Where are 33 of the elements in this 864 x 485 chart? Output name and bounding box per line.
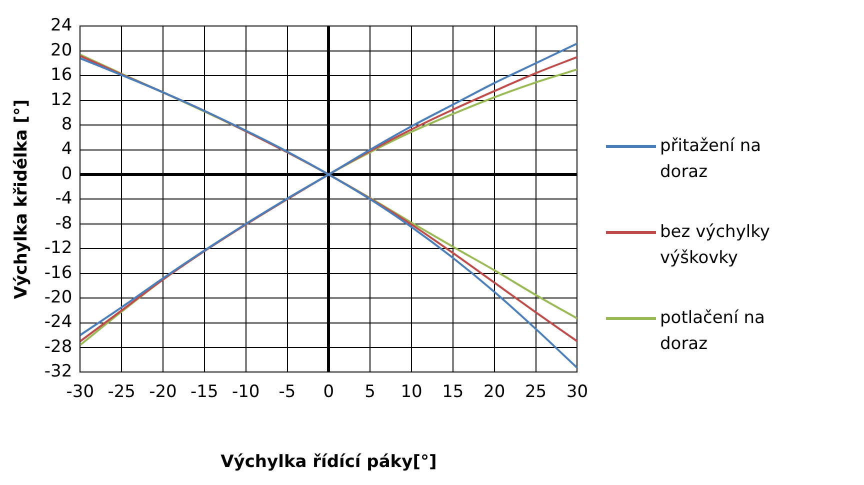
legend-label: přitažení na doraz — [660, 135, 762, 184]
x-axis-title: Výchylka řídící páky[°] — [220, 452, 437, 472]
y-tick-label: 0 — [61, 164, 72, 184]
y-tick-label: 12 — [50, 90, 72, 110]
x-tick-label: 20 — [484, 382, 506, 402]
x-tick-label: -20 — [149, 382, 177, 402]
y-tick-label: -24 — [44, 312, 72, 332]
y-tick-label: -8 — [55, 213, 72, 234]
y-tick-label: 8 — [61, 114, 72, 134]
x-tick-label: 30 — [566, 382, 588, 402]
y-tick-label: -28 — [44, 336, 72, 357]
y-tick-label: -16 — [44, 262, 72, 283]
x-tick-label: -10 — [232, 382, 260, 402]
y-tick-label: -20 — [44, 287, 72, 308]
x-tick-label: 0 — [323, 382, 334, 402]
y-tick-label: 20 — [50, 40, 72, 60]
y-axis-title: Výchylka křidélka [°] — [12, 99, 32, 300]
x-tick-label: -25 — [108, 382, 136, 402]
y-tick-label: 16 — [50, 65, 72, 86]
y-tick-label: -32 — [44, 362, 72, 382]
legend-label: bez výchylky výškovky — [660, 221, 771, 270]
x-tick-label: -15 — [190, 382, 218, 402]
x-tick-label: -5 — [278, 382, 296, 402]
y-tick-label: -4 — [55, 188, 72, 209]
y-tick-label: 24 — [50, 16, 72, 36]
x-tick-label: -30 — [66, 382, 94, 402]
y-tick-label: 4 — [61, 139, 72, 160]
x-tick-label: 5 — [364, 382, 376, 402]
x-tick-label: 10 — [400, 382, 422, 402]
y-tick-label: -12 — [44, 238, 72, 258]
x-tick-label: 15 — [442, 382, 464, 402]
x-tick-label: 25 — [524, 382, 547, 402]
legend-label: potlačení na doraz — [660, 307, 766, 356]
